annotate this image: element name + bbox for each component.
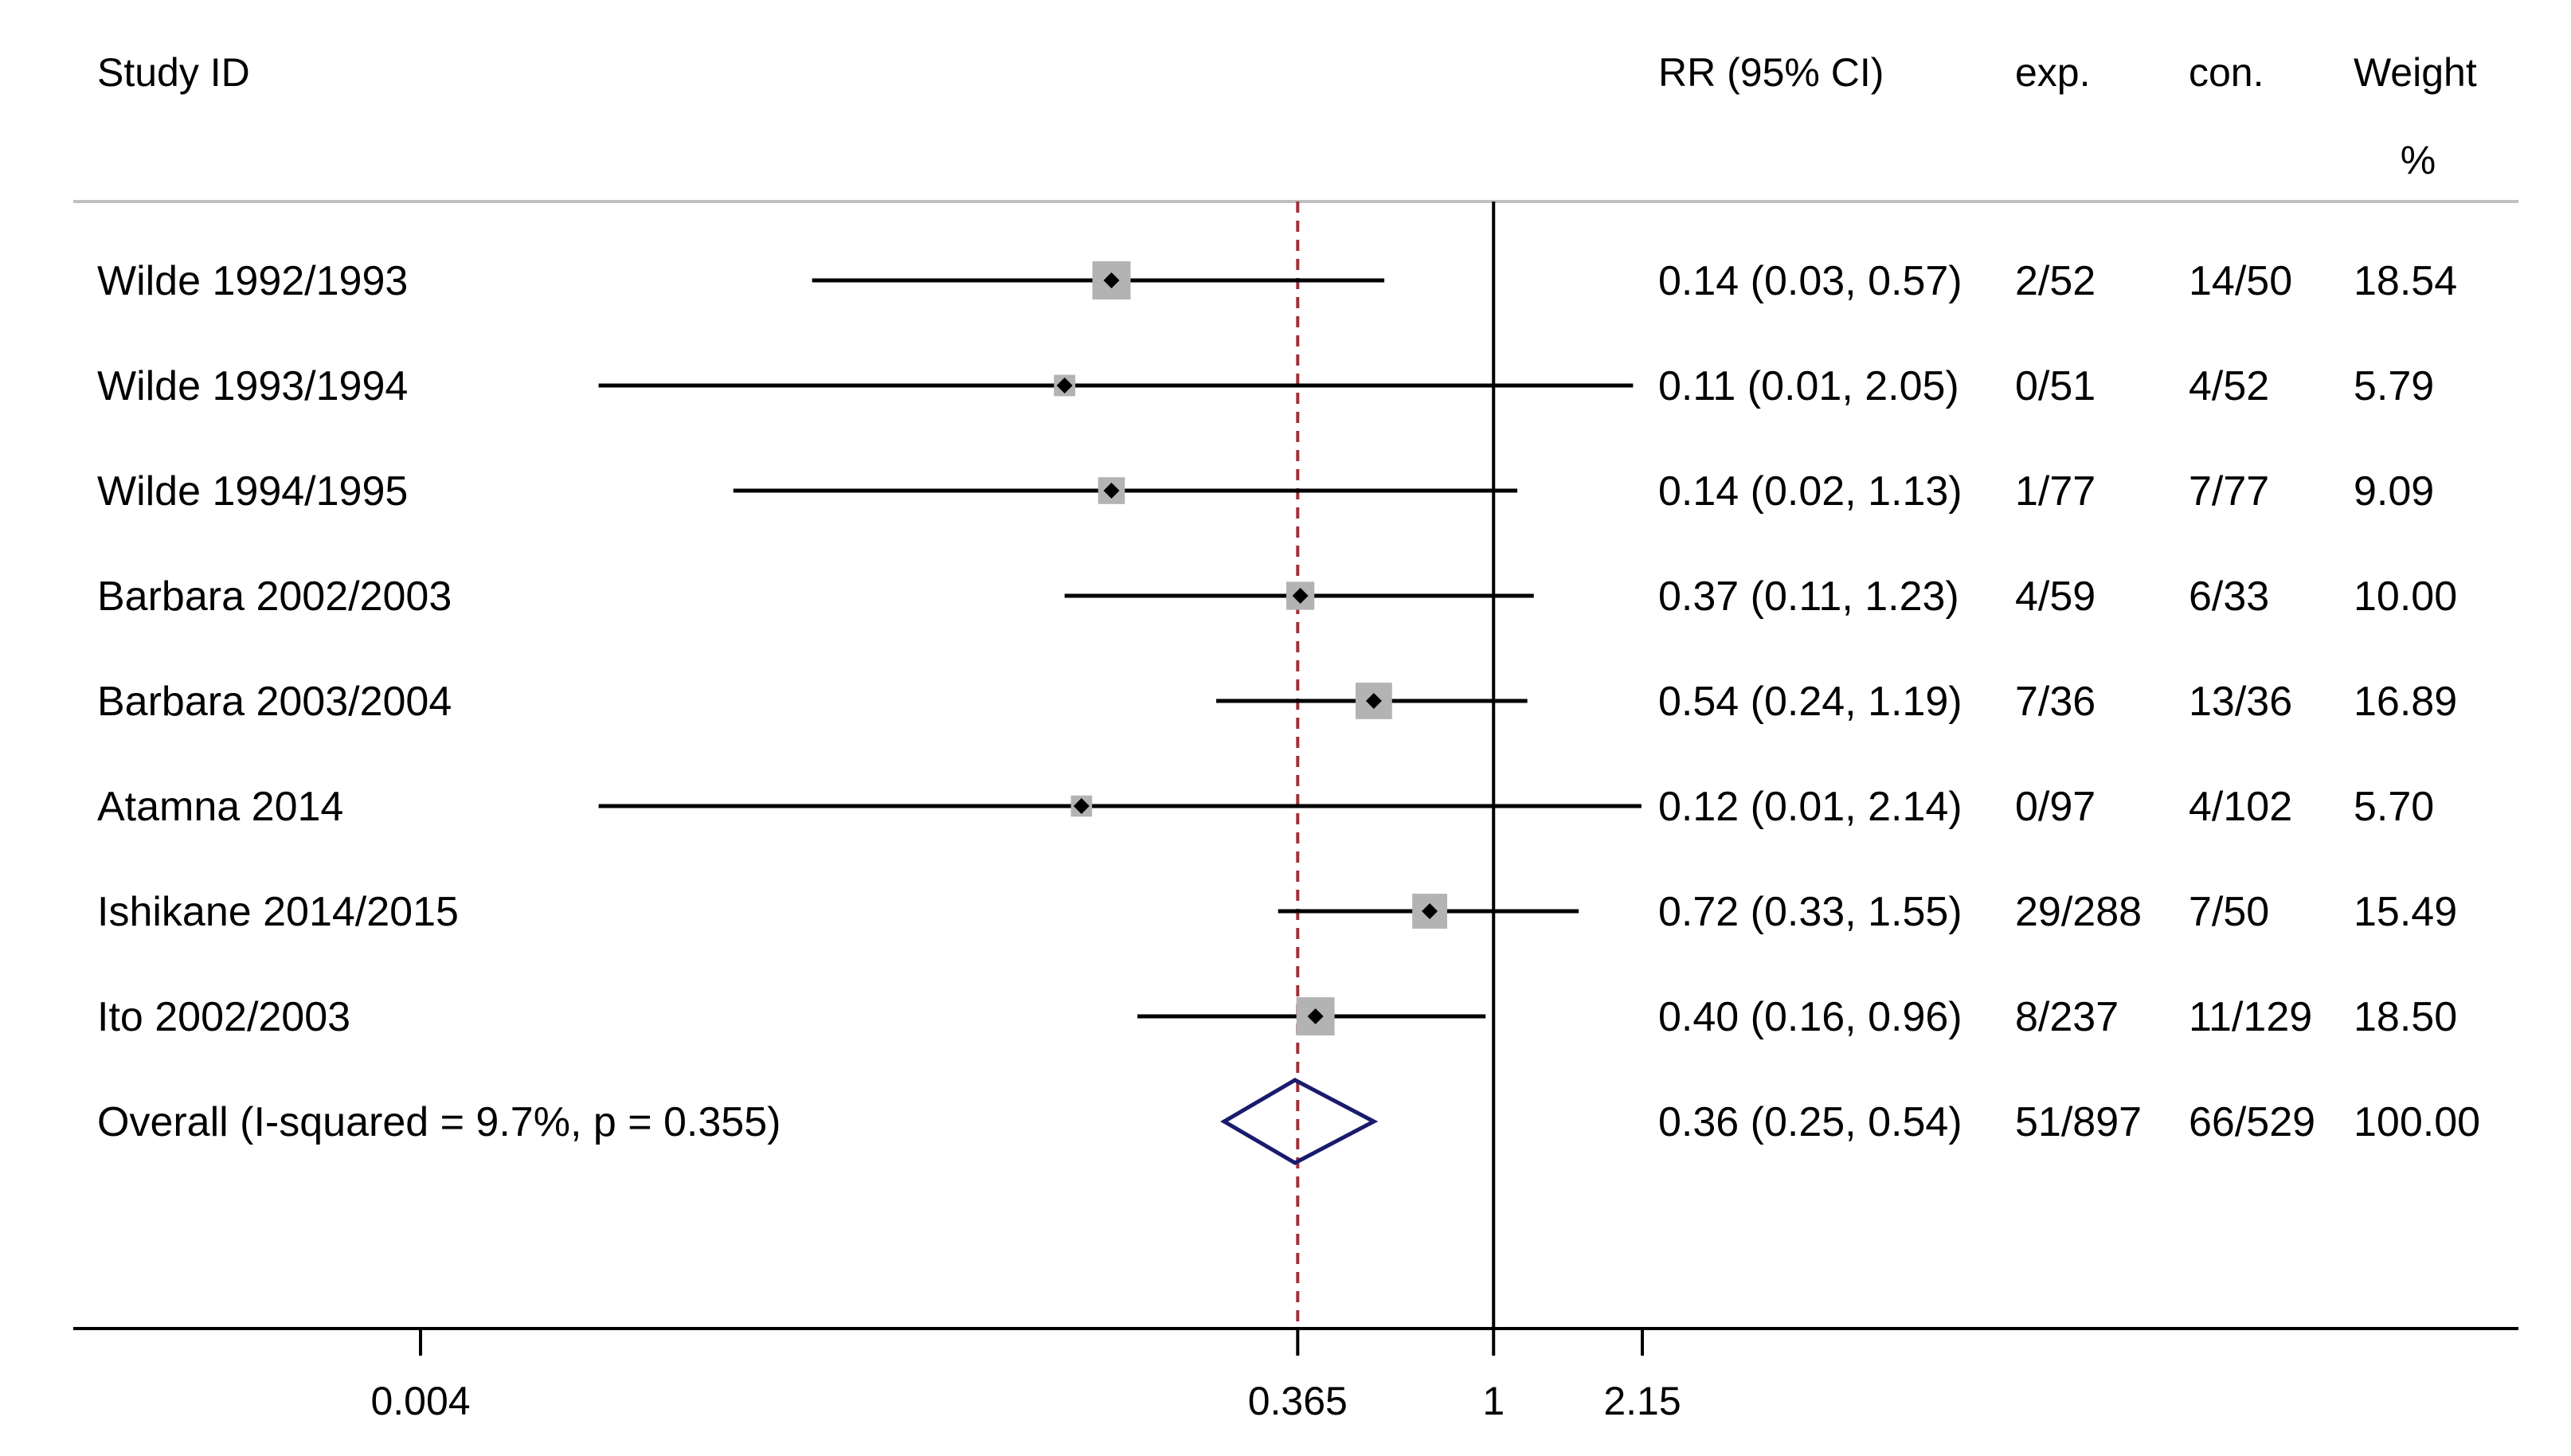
x-tick-label: 0.004 xyxy=(370,1379,470,1423)
weight-value: 10.00 xyxy=(2354,573,2457,620)
point-estimate xyxy=(1365,693,1382,709)
rr-ci-value: 0.37 (0.11, 1.23) xyxy=(1658,573,1959,620)
study-row: Wilde 1992/1993 0.14 (0.03, 0.57) 2/52 14/5… xyxy=(97,258,2457,304)
weight-value: 5.79 xyxy=(2354,363,2434,409)
point-estimate xyxy=(1422,903,1438,919)
con-value: 11/129 xyxy=(2189,994,2312,1040)
overall-exp-value: 51/897 xyxy=(2015,1099,2142,1145)
con-value: 7/50 xyxy=(2189,889,2269,935)
exp-value: 1/77 xyxy=(2015,468,2096,515)
con-value: 7/77 xyxy=(2189,468,2269,515)
header-weight: Weight xyxy=(2354,50,2477,95)
overall-diamond xyxy=(1220,1078,1379,1165)
overall-weight-value: 100.00 xyxy=(2354,1099,2480,1145)
rr-ci-value: 0.54 (0.24, 1.19) xyxy=(1658,679,1962,725)
rr-ci-value: 0.14 (0.02, 1.13) xyxy=(1658,468,1962,515)
rr-ci-value: 0.14 (0.03, 0.57) xyxy=(1658,258,1962,304)
rr-ci-value: 0.72 (0.33, 1.55) xyxy=(1658,889,1962,935)
con-value: 4/52 xyxy=(2189,363,2269,409)
exp-value: 2/52 xyxy=(2015,258,2096,304)
rr-ci-value: 0.40 (0.16, 0.96) xyxy=(1658,994,1962,1040)
exp-value: 4/59 xyxy=(2015,573,2096,620)
study-label: Ishikane 2014/2015 xyxy=(97,889,459,935)
rr-ci-value: 0.12 (0.01, 2.14) xyxy=(1658,784,1962,830)
study-row: Wilde 1993/1994 0.11 (0.01, 2.05) 0/51 4/52… xyxy=(97,363,2434,409)
study-label: Barbara 2003/2004 xyxy=(97,679,452,725)
study-row: Ito 2002/2003 0.40 (0.16, 0.96) 8/237 11/12… xyxy=(97,994,2457,1040)
weight-value: 5.70 xyxy=(2354,784,2434,830)
header-rr-ci: RR (95% CI) xyxy=(1658,50,1884,95)
overall-label: Overall (I-squared = 9.7%, p = 0.355) xyxy=(97,1099,781,1145)
study-row: Barbara 2002/2003 0.37 (0.11, 1.23) 4/59 6/… xyxy=(97,573,2457,620)
header-exp: exp. xyxy=(2015,50,2091,95)
overall-con-value: 66/529 xyxy=(2189,1099,2315,1145)
x-tick-label: 2.15 xyxy=(1603,1379,1681,1423)
con-value: 6/33 xyxy=(2189,573,2269,620)
weight-value: 15.49 xyxy=(2354,889,2457,935)
exp-value: 0/51 xyxy=(2015,363,2096,409)
study-row: Ishikane 2014/2015 0.72 (0.33, 1.55) 29/28… xyxy=(97,889,2457,935)
weight-value: 18.54 xyxy=(2354,258,2457,304)
con-value: 13/36 xyxy=(2189,679,2292,725)
study-row: Atamna 2014 0.12 (0.01, 2.14) 0/97 4/102 5.7… xyxy=(97,784,2434,830)
study-row: Wilde 1994/1995 0.14 (0.02, 1.13) 1/77 7/77… xyxy=(97,468,2434,515)
exp-value: 8/237 xyxy=(2015,994,2119,1040)
point-estimate xyxy=(1103,272,1120,288)
exp-value: 7/36 xyxy=(2015,679,2096,725)
study-label: Wilde 1993/1994 xyxy=(97,363,408,409)
overall-rr-ci-value: 0.36 (0.25, 0.54) xyxy=(1658,1099,1962,1145)
rr-ci-value: 0.11 (0.01, 2.05) xyxy=(1658,363,1959,409)
exp-value: 29/288 xyxy=(2015,889,2142,935)
study-label: Atamna 2014 xyxy=(97,784,343,830)
study-row: Barbara 2003/2004 0.54 (0.24, 1.19) 7/36 13… xyxy=(97,679,2457,725)
study-label: Wilde 1994/1995 xyxy=(97,468,408,515)
exp-value: 0/97 xyxy=(2015,784,2096,830)
study-label: Ito 2002/2003 xyxy=(97,994,350,1040)
x-tick-label: 0.365 xyxy=(1248,1379,1348,1423)
point-estimate xyxy=(1056,378,1073,393)
x-tick-label: 1 xyxy=(1482,1379,1505,1423)
point-estimate xyxy=(1292,588,1309,604)
header-study-id: Study ID xyxy=(97,50,250,95)
point-estimate xyxy=(1103,483,1120,499)
header-con: con. xyxy=(2189,50,2264,95)
weight-value: 9.09 xyxy=(2354,468,2434,515)
study-label: Wilde 1992/1993 xyxy=(97,258,408,304)
point-estimate xyxy=(1073,798,1090,814)
study-label: Barbara 2002/2003 xyxy=(97,573,452,620)
con-value: 4/102 xyxy=(2189,784,2292,830)
header-weight-percent: % xyxy=(2401,138,2436,182)
weight-value: 18.50 xyxy=(2354,994,2457,1040)
con-value: 14/50 xyxy=(2189,258,2292,304)
weight-value: 16.89 xyxy=(2354,679,2457,725)
point-estimate xyxy=(1307,1008,1324,1024)
